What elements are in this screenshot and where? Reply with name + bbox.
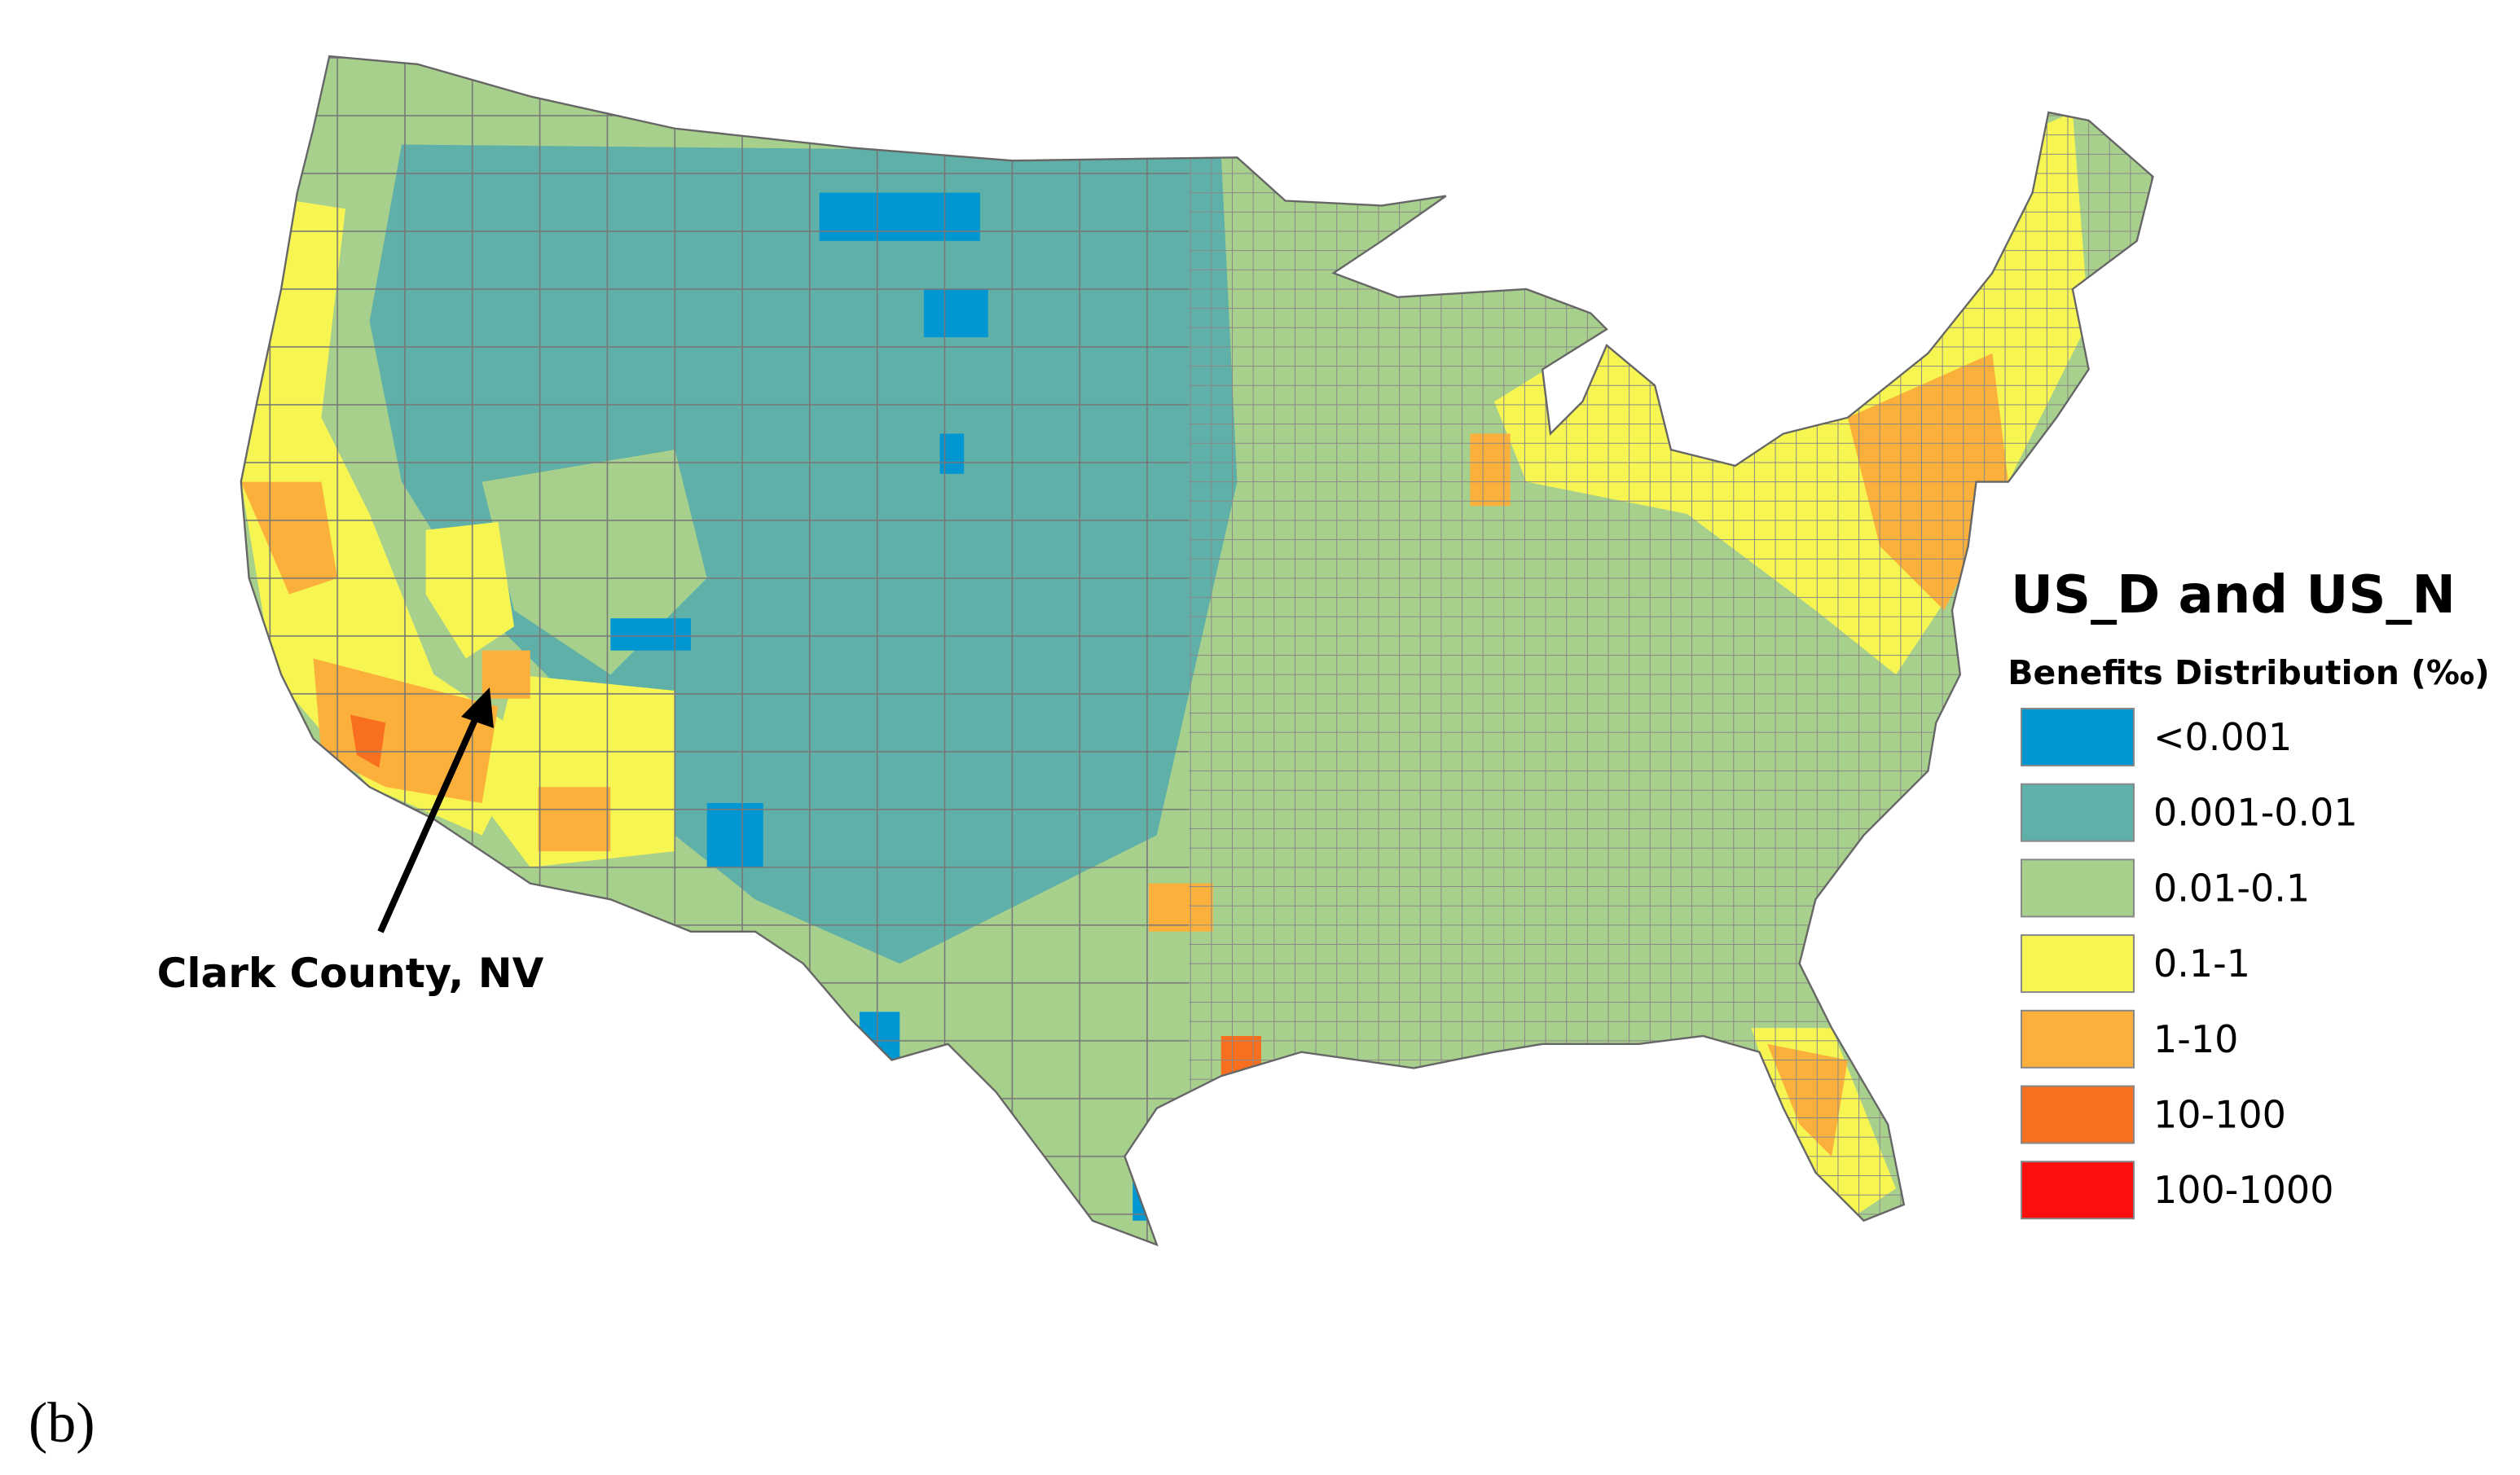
- us-map: [240, 55, 2154, 1247]
- legend-label: 0.001-0.01: [2153, 791, 2358, 835]
- legend-label: 1-10: [2153, 1017, 2238, 1061]
- arrow-head: [461, 687, 494, 728]
- legend-swatch: [2021, 858, 2135, 918]
- legend: <0.001 0.001-0.01 0.01-0.1 0.1-1 1-10 10-100 1…: [2021, 708, 2358, 1220]
- legend-swatch: [2021, 783, 2135, 842]
- legend-label: 0.01-0.1: [2153, 866, 2310, 910]
- legend-swatch: [2021, 934, 2135, 994]
- legend-swatch: [2021, 1009, 2135, 1069]
- panel-label: (b): [29, 1392, 95, 1455]
- annotation-arrow: [377, 705, 484, 933]
- legend-title: Benefits Distribution (‰): [2008, 653, 2489, 692]
- us-outline: [240, 55, 2154, 1247]
- legend-label: 10-100: [2153, 1093, 2286, 1137]
- legend-swatch: [2021, 1161, 2135, 1220]
- legend-label: 100-1000: [2153, 1168, 2333, 1212]
- legend-swatch: [2021, 1085, 2135, 1144]
- annotation: Clark County, NV: [157, 950, 544, 997]
- legend-heading: US_D and US_N: [2011, 565, 2456, 626]
- legend-label: <0.001: [2153, 715, 2292, 759]
- legend-swatch: [2021, 708, 2135, 766]
- legend-label: 0.1-1: [2153, 942, 2250, 986]
